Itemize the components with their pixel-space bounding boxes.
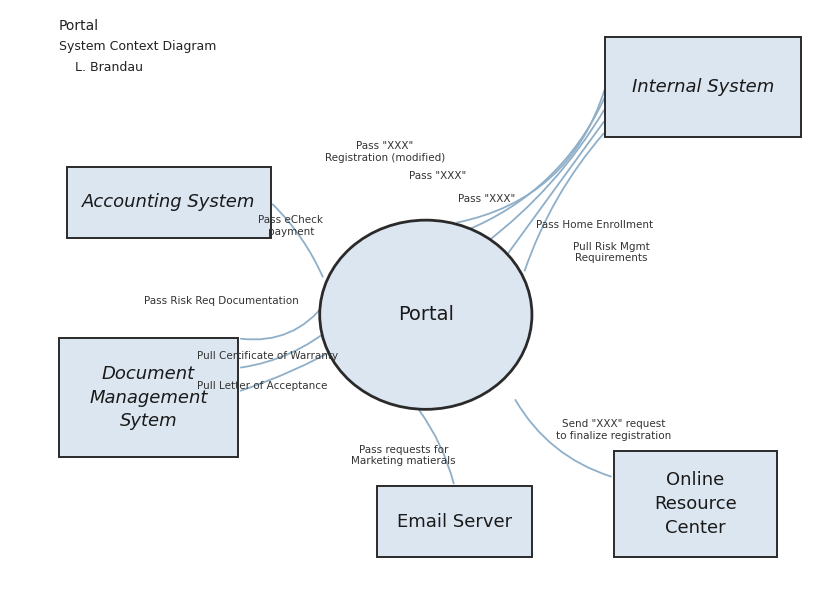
Text: Portal: Portal — [58, 19, 98, 33]
FancyBboxPatch shape — [377, 486, 532, 557]
Text: Pass Risk Req Documentation: Pass Risk Req Documentation — [144, 296, 299, 306]
Text: Portal: Portal — [398, 305, 454, 324]
Text: Pass "XXX": Pass "XXX" — [410, 171, 467, 181]
Text: System Context Diagram: System Context Diagram — [58, 40, 216, 53]
Text: Document
Management
Sytem: Document Management Sytem — [89, 365, 207, 430]
Text: Pull Risk Mgmt
Requirements: Pull Risk Mgmt Requirements — [572, 242, 649, 264]
Text: Pass eCheck
payment: Pass eCheck payment — [259, 215, 324, 237]
Text: Online
Resource
Center: Online Resource Center — [654, 471, 736, 536]
Text: Pass requests for
Marketing matierals: Pass requests for Marketing matierals — [351, 445, 456, 466]
Text: Send "XXX" request
to finalize registration: Send "XXX" request to finalize registrat… — [556, 419, 672, 441]
Ellipse shape — [319, 220, 532, 409]
Text: Pull Letter of Acceptance: Pull Letter of Acceptance — [197, 381, 328, 391]
FancyBboxPatch shape — [58, 339, 238, 457]
FancyBboxPatch shape — [613, 451, 776, 557]
Text: Accounting System: Accounting System — [82, 194, 256, 211]
Text: Pass "XXX"
Registration (modified): Pass "XXX" Registration (modified) — [325, 141, 446, 163]
Text: Pull Certificate of Warranty: Pull Certificate of Warranty — [197, 351, 338, 361]
Text: Email Server: Email Server — [397, 513, 512, 530]
Text: Pass "XXX": Pass "XXX" — [459, 194, 516, 204]
Text: L. Brandau: L. Brandau — [75, 61, 143, 74]
Text: Pass Home Enrollment: Pass Home Enrollment — [536, 220, 653, 230]
FancyBboxPatch shape — [66, 167, 271, 238]
FancyBboxPatch shape — [605, 37, 801, 137]
Text: Internal System: Internal System — [632, 78, 775, 96]
